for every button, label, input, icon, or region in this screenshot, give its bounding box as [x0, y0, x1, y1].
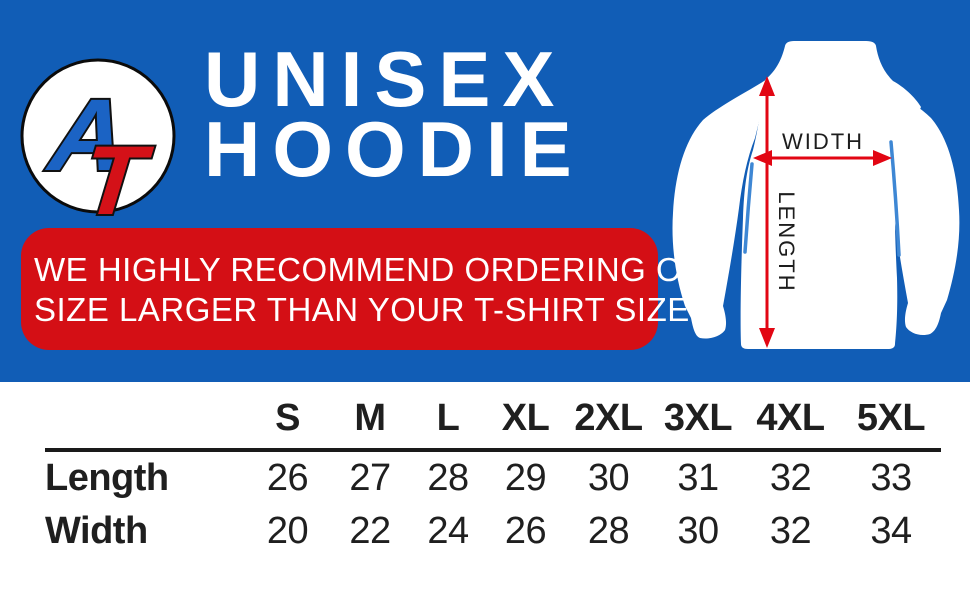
length-label: LENGTH — [774, 191, 799, 292]
width-value-3xl: 30 — [677, 510, 719, 552]
width-label: WIDTH — [782, 129, 864, 154]
size-recommendation-banner: WE HIGHLY RECOMMEND ORDERING ONE SIZE LA… — [21, 228, 729, 350]
length-value-m: 27 — [349, 457, 391, 499]
table-row-length: Length 26 27 28 29 30 31 32 33 — [25, 458, 945, 498]
width-measure-arrow — [753, 150, 892, 166]
notice-line-2: SIZE LARGER THAN YOUR T-SHIRT SIZE — [34, 291, 690, 328]
left-seam-line — [743, 162, 754, 254]
right-seam-line — [889, 140, 901, 257]
length-value-2xl: 30 — [587, 457, 630, 499]
notice-line-1: WE HIGHLY RECOMMEND ORDERING ONE — [34, 251, 729, 288]
table-row-width: Width 20 22 24 26 28 30 32 34 — [25, 511, 945, 551]
length-value-5xl: 33 — [870, 457, 912, 499]
length-value-xl: 29 — [504, 457, 547, 499]
length-measure-arrow — [759, 76, 775, 348]
row-label-length: Length — [45, 457, 169, 499]
product-title: UNISEX HOODIE — [204, 35, 584, 193]
hoodie-right-sleeve — [865, 76, 960, 336]
product-title-line-1: UNISEX — [204, 35, 567, 123]
size-column-header-l: L — [436, 397, 460, 439]
brand-logo-icon: A T — [20, 58, 176, 237]
width-value-xl: 26 — [504, 510, 547, 552]
logo-letter-a: A — [42, 77, 131, 192]
size-column-header-3xl: 3XL — [663, 397, 733, 439]
hoodie-left-sleeve — [672, 78, 769, 339]
size-column-header-5xl: 5XL — [856, 397, 926, 439]
width-value-m: 22 — [349, 510, 391, 552]
brand-logo: A T — [19, 56, 179, 237]
size-column-header-m: M — [354, 397, 386, 439]
width-value-s: 20 — [266, 510, 309, 552]
hoodie-measurement-diagram: WIDTH LENGTH — [672, 41, 960, 349]
blue-header-panel: A T UNISEX HOODIE WE HIGHLY RECOMMEND OR… — [0, 0, 970, 382]
width-value-5xl: 34 — [870, 510, 912, 552]
size-column-header-4xl: 4XL — [756, 397, 825, 439]
size-column-header-xl: XL — [501, 397, 550, 439]
length-value-4xl: 32 — [769, 457, 812, 499]
size-table-header-row: S M L XL 2XL 3XL 4XL 5XL — [25, 398, 945, 438]
width-value-2xl: 28 — [587, 510, 630, 552]
length-value-3xl: 31 — [677, 457, 719, 499]
product-title-line-2: HOODIE — [204, 105, 584, 193]
length-value-s: 26 — [266, 457, 309, 499]
length-value-l: 28 — [427, 457, 469, 499]
size-column-header-2xl: 2XL — [574, 397, 643, 439]
logo-circle — [20, 58, 176, 214]
width-value-4xl: 32 — [769, 510, 812, 552]
table-divider-line — [45, 448, 941, 452]
row-label-width: Width — [45, 510, 148, 552]
width-value-l: 24 — [427, 510, 469, 552]
table-corner-cell — [25, 398, 245, 438]
size-table: S M L XL 2XL 3XL 4XL 5XL Length 26 27 28… — [0, 382, 970, 600]
size-column-header-s: S — [275, 397, 300, 439]
